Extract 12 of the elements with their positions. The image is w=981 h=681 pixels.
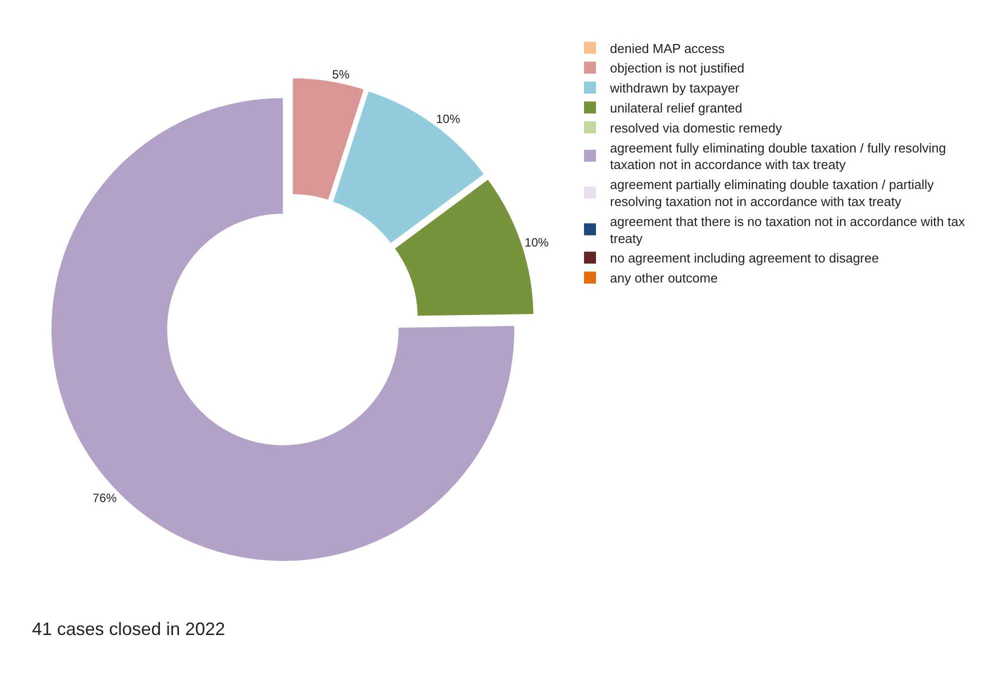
legend-label: objection is not justified	[610, 60, 744, 76]
legend-label: withdrawn by taxpayer	[609, 80, 740, 96]
text: 41 cases closed in 2022	[32, 619, 226, 639]
data-label: 76%	[92, 490, 118, 505]
legend-label: denied MAP access	[610, 40, 726, 56]
legend-label: any other outcome	[610, 270, 718, 286]
legend-label: no agreement including agreement to disagree	[610, 250, 879, 266]
data-label: 10%	[524, 236, 549, 250]
data-label: 10%	[436, 112, 460, 126]
legend-label: resolved via domestic remedy	[610, 120, 782, 136]
legend-label: unilateral relief granted	[610, 100, 742, 116]
data-label: 5%	[332, 67, 350, 82]
